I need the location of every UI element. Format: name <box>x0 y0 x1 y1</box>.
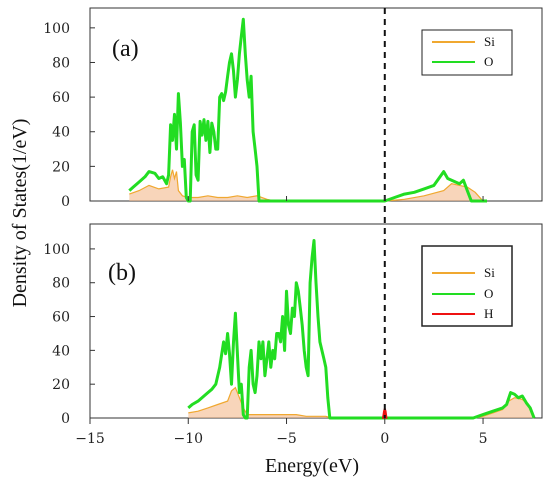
x-tick-label: 5 <box>479 431 488 447</box>
si-dos-line <box>129 169 487 202</box>
o-dos-line <box>187 239 536 420</box>
x-tick-label: −5 <box>276 431 297 447</box>
panel-a-label: (a) <box>112 36 139 62</box>
y-tick-label: 100 <box>43 21 70 37</box>
panel-b-y-axis: 0 20 40 60 80 100 <box>43 242 95 427</box>
y-tick-label: 0 <box>61 411 70 427</box>
y-tick-label: 100 <box>43 242 70 258</box>
y-tick-label: 60 <box>52 310 70 326</box>
panel-a-y-axis: 0 20 40 60 80 100 <box>43 21 95 210</box>
legend-o-label: O <box>484 54 493 69</box>
x-axis: −15 −10 −5 0 5 <box>75 196 488 447</box>
y-tick-label: 20 <box>52 159 70 175</box>
x-tick-label: 0 <box>380 431 389 447</box>
legend-h-label: H <box>484 306 493 321</box>
y-axis-title: Density of States(1/eV) <box>9 119 31 308</box>
panel-b-legend: Si O H <box>421 245 513 327</box>
legend-si-label: Si <box>484 34 495 49</box>
panel-a-plot <box>128 17 488 203</box>
y-tick-label: 80 <box>52 276 70 292</box>
y-tick-label: 20 <box>52 377 70 393</box>
o-dos-line <box>128 17 487 203</box>
x-axis-title: Energy(eV) <box>265 455 359 477</box>
si-dos-area <box>188 387 535 418</box>
legend-si-label: Si <box>484 265 495 280</box>
si-dos-area <box>129 169 488 201</box>
legend-o-label: O <box>484 286 493 301</box>
y-tick-label: 60 <box>52 90 70 106</box>
y-tick-label: 40 <box>52 125 70 141</box>
panel-b-label: (b) <box>108 260 136 286</box>
panel-b-plot <box>187 239 536 420</box>
y-tick-label: 80 <box>52 55 70 71</box>
y-tick-label: 0 <box>61 194 70 210</box>
panel-a-legend: Si O <box>421 29 513 76</box>
x-tick-label: −10 <box>173 431 203 447</box>
y-tick-label: 40 <box>52 343 70 359</box>
x-tick-label: −15 <box>75 431 105 447</box>
